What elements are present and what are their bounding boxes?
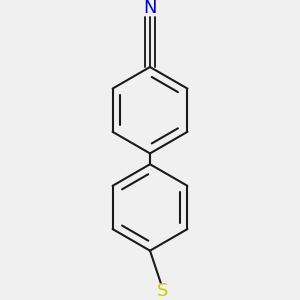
Text: N: N <box>143 0 157 17</box>
Text: S: S <box>157 282 168 300</box>
